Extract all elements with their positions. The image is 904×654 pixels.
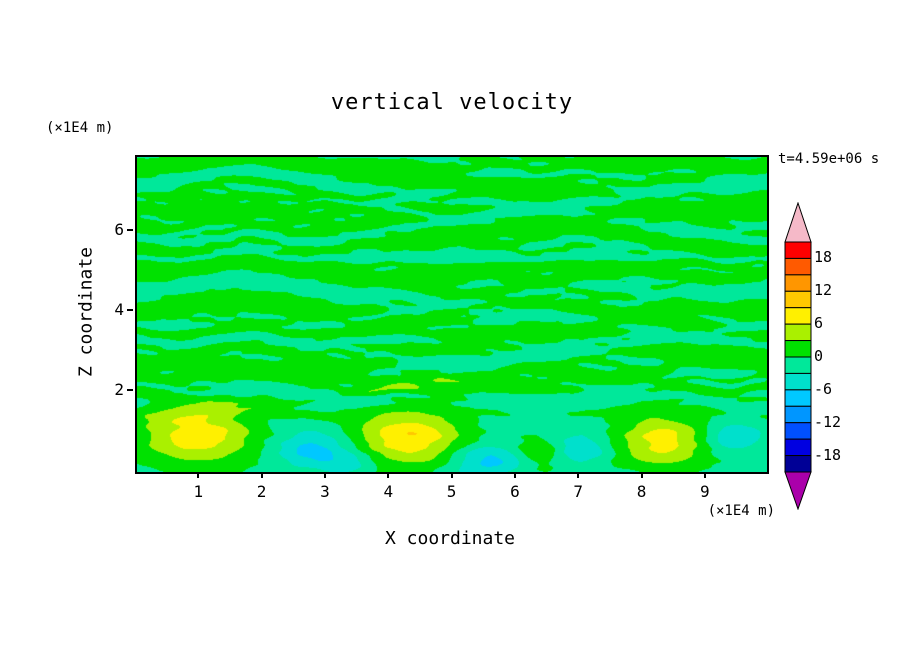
colorbar-label: 12: [814, 281, 833, 299]
x-axis-unit-label: (×1E4 m): [707, 503, 775, 519]
x-tick-mark: [640, 472, 643, 478]
colorbar-bottom-arrow: [784, 471, 812, 510]
x-tick-label: 8: [636, 482, 647, 501]
colorbar-cell: [784, 323, 812, 342]
x-tick-label: 3: [320, 482, 330, 501]
x-tick-label: 5: [446, 482, 457, 501]
z-tick-mark: [127, 229, 133, 232]
colorbar-label: -18: [814, 446, 842, 464]
x-tick-mark: [387, 472, 390, 478]
colorbar-cell: [784, 389, 812, 407]
x-tick-mark: [197, 472, 200, 478]
x-tick-label: 1: [193, 482, 204, 501]
colorbar-top-arrow: [784, 202, 812, 243]
colorbar-cell: [784, 455, 812, 473]
colorbar-cell: [784, 405, 812, 424]
x-tick-mark: [323, 472, 326, 478]
x-tick-mark: [703, 472, 706, 478]
z-tick-mark: [127, 389, 133, 392]
colorbar-cell: [784, 307, 812, 325]
z-tick-label: 4: [114, 300, 124, 320]
colorbar-label: 6: [814, 314, 824, 332]
chart-title: vertical velocity: [330, 90, 574, 115]
colorbar-label: -12: [814, 413, 842, 431]
colorbar-cell: [784, 290, 812, 309]
z-tick-label: 6: [114, 220, 124, 240]
x-tick-label: 6: [510, 482, 520, 501]
colorbar-label: 18: [814, 248, 833, 266]
colorbar-cell: [784, 372, 812, 391]
colorbar-label: -6: [814, 380, 833, 398]
colorbar-cell: [784, 241, 812, 259]
x-tick-label: 7: [573, 482, 584, 501]
x-axis-title: X coordinate: [384, 528, 516, 549]
z-tick-label: 2: [114, 380, 124, 400]
x-tick-mark: [450, 472, 453, 478]
colorbar-cell: [784, 257, 812, 276]
x-tick-label: 9: [700, 482, 710, 501]
z-tick-mark: [127, 309, 133, 312]
x-tick-mark: [513, 472, 516, 478]
colorbar-cell: [784, 340, 812, 358]
time-label: t=4.59e+06 s: [778, 151, 880, 167]
contour-field-canvas: [137, 157, 767, 472]
colorbar-cell: [784, 356, 812, 374]
x-tick-mark: [260, 472, 263, 478]
colorbar-cell: [784, 438, 812, 457]
plot-frame: [135, 155, 769, 474]
colorbar-cell: [784, 422, 812, 440]
colorbar-svg: [784, 202, 812, 510]
x-tick-mark: [577, 472, 580, 478]
colorbar-cell: [784, 274, 812, 292]
colorbar-label: 0: [814, 347, 824, 365]
x-tick-label: 4: [383, 482, 394, 501]
x-tick-label: 2: [256, 482, 267, 501]
z-axis-unit-label: (×1E4 m): [46, 120, 114, 136]
